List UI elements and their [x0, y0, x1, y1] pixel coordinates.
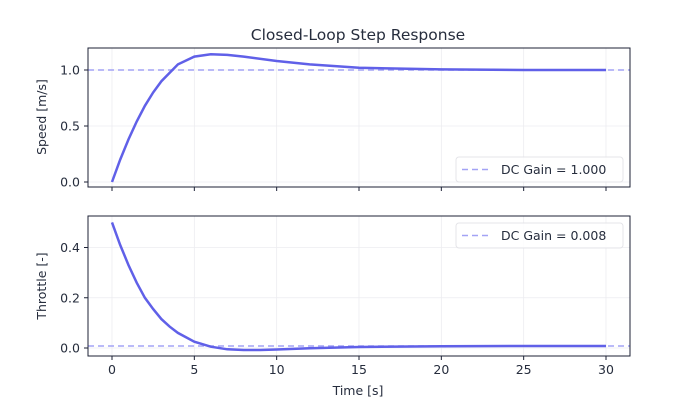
x-tick-label: 10: [269, 362, 285, 377]
x-tick-label: 25: [516, 362, 532, 377]
top-y-axis-label: Speed [m/s]: [34, 79, 49, 155]
y-tick-label: 0.5: [60, 119, 80, 134]
top-legend-label: DC Gain = 1.000: [501, 162, 606, 177]
x-tick-label: 0: [108, 362, 116, 377]
y-tick-label: 0.4: [60, 240, 80, 255]
bottom-y-axis-label: Throttle [-]: [34, 252, 49, 320]
bottom-y-ticks: 0.0 0.2 0.4: [60, 240, 88, 356]
y-tick-label: 0.2: [60, 290, 80, 305]
bottom-legend: DC Gain = 0.008: [455, 222, 624, 249]
throttle-curve: [110, 221, 606, 352]
x-tick-label: 20: [433, 362, 449, 377]
x-tick-label: 5: [190, 362, 198, 377]
x-axis-label: Time [s]: [332, 383, 384, 398]
x-tick-label: 30: [598, 362, 614, 377]
top-y-ticks: 0.0 0.5 1.0: [60, 63, 88, 190]
bottom-legend-label: DC Gain = 0.008: [501, 228, 606, 243]
top-x-ticks: [111, 187, 607, 191]
bottom-axes: 0.0 0.2 0.4 0 5 10 15 20 25 30 Throttle [-] Time…: [34, 215, 631, 398]
chart-title: Closed-Loop Step Response: [251, 26, 465, 44]
bottom-x-ticks: 0 5 10 15 20 25 30: [108, 356, 614, 377]
y-tick-label: 1.0: [60, 63, 80, 78]
top-legend: DC Gain = 1.000: [455, 156, 624, 183]
y-tick-label: 0.0: [60, 341, 80, 356]
speed-curve: [110, 53, 606, 183]
y-tick-label: 0.0: [60, 175, 80, 190]
x-tick-label: 15: [351, 362, 367, 377]
top-axes: 0.0 0.5 1.0 Speed [m/s] DC Gain = 1.000: [34, 47, 631, 191]
